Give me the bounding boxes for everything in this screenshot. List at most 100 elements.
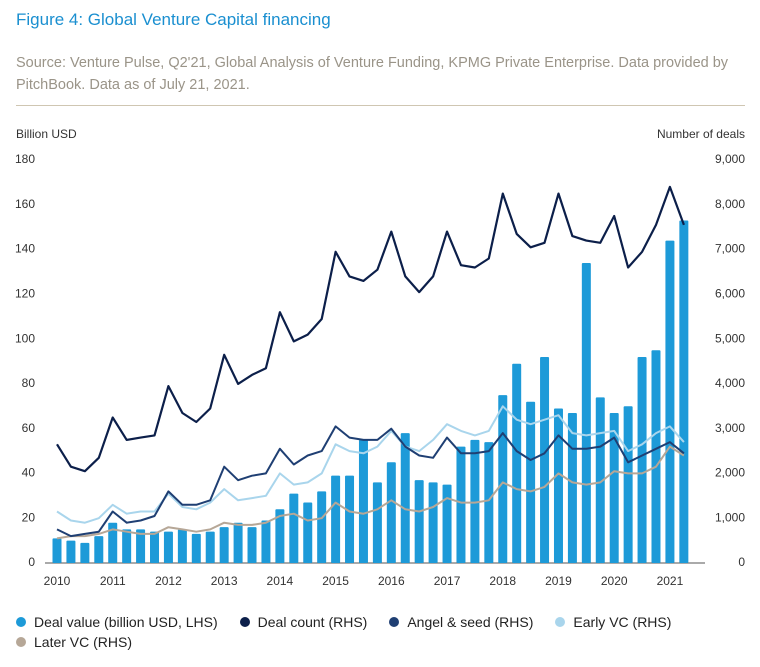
bar [609,412,619,563]
bar [358,439,368,563]
bar [122,529,132,563]
y-tick-label: 100 [15,331,35,345]
legend-item: Early VC (RHS) [555,614,671,630]
bar [442,484,452,563]
bar [205,531,215,563]
bar [317,491,327,563]
bar [679,220,689,563]
bar [526,401,536,563]
legend-label: Later VC (RHS) [34,634,133,650]
bar [289,493,299,563]
legend-label: Deal value (billion USD, LHS) [34,614,218,630]
y2-tick-label: 8,000 [715,197,745,211]
bar [66,540,76,563]
bar [331,475,341,563]
bar [651,350,661,563]
bar [261,520,271,563]
bar [108,522,118,563]
bar [150,531,160,563]
y-tick-label: 40 [22,466,36,480]
x-tick-label: 2019 [545,574,572,588]
y-axis-title: Billion USD [16,127,77,141]
legend-label: Early VC (RHS) [573,614,672,630]
bar [581,262,591,563]
y2-tick-label: 6,000 [715,287,745,301]
bar [595,397,605,563]
bar [512,363,522,563]
bar [372,482,382,563]
line [56,425,685,538]
x-tick-label: 2013 [211,574,238,588]
bar [637,357,647,563]
bar [219,527,229,563]
y-tick-label: 80 [22,376,36,390]
bar [414,480,424,563]
y-tick-label: 140 [15,242,35,256]
bar [540,357,550,563]
legend-marker [555,617,566,627]
bar [233,522,243,563]
bar [386,462,396,563]
y2-tick-label: 7,000 [715,242,745,256]
legend: Deal value (billion USD, LHS) Deal count … [16,614,736,650]
legend-marker [16,637,26,647]
bar [275,509,285,563]
bar [428,482,438,563]
bar [303,502,313,563]
x-tick-label: 2010 [44,574,71,588]
y-tick-label: 180 [15,152,35,166]
x-tick-label: 2014 [267,574,294,588]
bar [665,240,675,563]
y2-tick-label: 0 [738,555,745,569]
bar [177,529,187,563]
legend-item: Deal count (RHS) [239,614,368,630]
legend-item: Deal value (billion USD, LHS) [16,614,218,630]
bar [567,412,577,563]
y2-axis-title: Number of deals [657,127,745,141]
legend-marker [389,617,400,627]
bar [52,538,62,563]
y-tick-label: 120 [15,287,35,301]
bar [484,442,494,563]
bar [191,533,201,563]
x-tick-label: 2011 [100,574,126,588]
bar [400,433,410,563]
bar [470,439,480,563]
bar [163,531,173,563]
y2-tick-label: 9,000 [715,152,745,166]
y2-tick-label: 3,000 [715,421,745,435]
x-tick-label: 2021 [657,574,684,588]
x-tick-label: 2016 [378,574,405,588]
x-tick-label: 2020 [601,574,628,588]
bar [94,536,104,563]
legend-marker [239,617,250,627]
y-tick-label: 60 [22,421,36,435]
legend-item: Angel & seed (RHS) [389,614,533,630]
bar [553,408,563,563]
y-tick-label: 160 [15,197,35,211]
legend-marker [16,617,26,627]
x-tick-label: 2015 [322,574,349,588]
legend-label: Deal count (RHS) [257,614,368,630]
x-tick-label: 2012 [155,574,182,588]
bar [247,527,257,563]
legend-item: Later VC (RHS) [16,634,132,650]
x-tick-label: 2017 [434,574,461,588]
y2-tick-label: 1,000 [715,510,745,524]
line [56,185,685,473]
bar [498,395,508,563]
bar [456,446,466,563]
x-tick-label: 2018 [489,574,516,588]
y2-tick-label: 2,000 [715,466,745,480]
y-tick-label: 0 [28,555,35,569]
divider [16,105,745,106]
chart-title: Figure 4: Global Venture Capital financi… [16,10,331,29]
bar [80,542,90,563]
bar [136,529,146,563]
y2-tick-label: 5,000 [715,331,745,345]
legend-label: Angel & seed (RHS) [407,614,534,630]
y2-tick-label: 4,000 [715,376,745,390]
line [56,445,685,540]
